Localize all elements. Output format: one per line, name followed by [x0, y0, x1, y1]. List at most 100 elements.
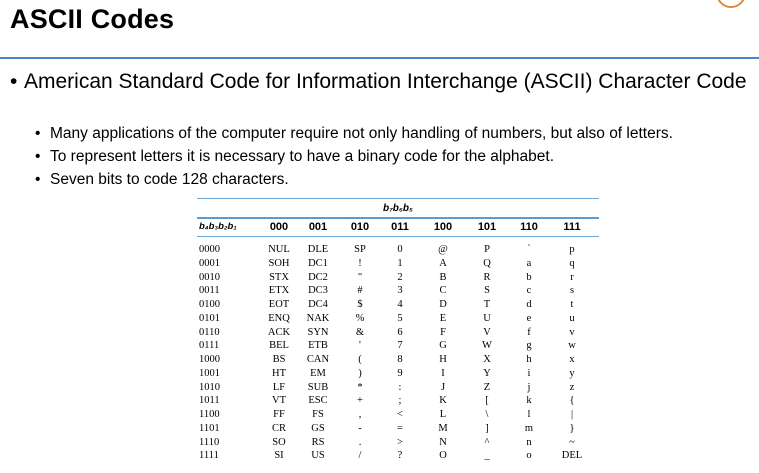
table-cell: '	[359, 340, 361, 352]
table-body-rule	[197, 236, 599, 237]
table-cell: 4	[397, 299, 403, 310]
table-header-rule	[197, 217, 599, 219]
table-cell: 8	[397, 354, 403, 365]
row-code: 0100	[199, 299, 220, 310]
table-cell: A	[439, 257, 447, 269]
table-cell: +	[357, 395, 363, 407]
table-cell: \	[485, 409, 489, 420]
table-cell: C	[439, 285, 447, 297]
table-cell: CR	[271, 422, 286, 434]
table-cell: ETX	[268, 285, 290, 297]
table-cell: VT	[272, 395, 286, 407]
table-cell: 0	[397, 244, 403, 255]
table-cell: _	[484, 450, 490, 462]
table-cell: o	[526, 450, 532, 462]
table-cell: g	[526, 340, 532, 352]
table-cell: f	[527, 326, 531, 338]
table-cell: M	[438, 422, 448, 434]
table-cell: p	[569, 244, 575, 255]
table-cell: >	[397, 436, 403, 448]
table-cell: ]	[485, 422, 489, 434]
table-cell: 5	[397, 312, 403, 324]
column-header: 111	[563, 221, 581, 233]
column-header: 100	[433, 221, 453, 233]
table-cell: /	[358, 450, 362, 462]
column-header: 000	[269, 221, 289, 233]
table-cell: DC2	[308, 271, 328, 283]
row-code: 1001	[199, 367, 220, 379]
table-cell: J	[440, 381, 446, 393]
table-cell: }	[569, 422, 575, 434]
table-cell: c	[526, 285, 532, 297]
page-title: ASCII Codes	[10, 4, 175, 34]
table-cell: t	[570, 299, 574, 310]
table-cell: {	[569, 395, 575, 407]
table-cell: ,	[358, 409, 362, 420]
table-cell: ENQ	[268, 312, 290, 324]
table-cell: NAK	[306, 312, 330, 324]
table-cell: $	[357, 299, 363, 310]
table-cell: a	[526, 257, 532, 269]
table-cell: DLE	[307, 244, 329, 255]
table-cell: S	[484, 285, 490, 297]
table-cell: SOH	[268, 257, 290, 269]
table-cell: F	[440, 326, 446, 338]
table-cell: ;	[398, 395, 402, 407]
table-cell: 9	[397, 367, 403, 379]
table-cell: x	[569, 354, 575, 365]
row-code: 1111	[199, 450, 219, 462]
sub-bullet-text: To represent letters it is necessary to …	[50, 148, 555, 165]
table-cell: ?	[397, 450, 403, 462]
table-cell: k	[526, 395, 532, 407]
table-cell: 1	[397, 257, 403, 269]
ascii-table: b₇b₆b₅ b₄b₃b₂b₁ 000 001 010 011 100 101 110 111…	[197, 196, 599, 471]
bullet-main: • American Standard Code for Information…	[10, 70, 755, 94]
table-cell: HT	[272, 367, 286, 379]
table-cell: CAN	[306, 354, 330, 365]
table-cell: v	[569, 326, 575, 338]
row-code: 1011	[199, 395, 220, 407]
table-cell: )	[358, 367, 362, 379]
sub-bullet-text: Many applications of the computer requir…	[50, 125, 673, 142]
column-header: 010	[350, 221, 370, 233]
table-cell: Z	[483, 381, 491, 393]
table-cell: NUL	[268, 244, 290, 255]
table-cell: RS	[311, 436, 325, 448]
table-cell: SUB	[307, 381, 329, 393]
table-cell: :	[398, 381, 402, 393]
table-cell: T	[483, 299, 491, 310]
table-cell: @	[438, 244, 448, 255]
table-cell: X	[483, 354, 491, 365]
table-cell: w	[568, 340, 576, 352]
table-cell: BS	[272, 354, 286, 365]
table-cell: R	[483, 271, 491, 283]
table-cell: GS	[311, 422, 325, 434]
table-cell: US	[311, 450, 325, 462]
table-cell: DEL	[561, 450, 583, 462]
column-header: 101	[477, 221, 497, 233]
row-code: 0010	[199, 271, 220, 283]
table-cell: LF	[272, 381, 286, 393]
row-code: 0000	[199, 244, 220, 255]
row-code: 1110	[199, 436, 220, 448]
bullet-dot: •	[35, 125, 41, 142]
table-cell: [	[485, 395, 489, 407]
table-cell: u	[569, 312, 575, 324]
table-cell: s	[569, 285, 575, 297]
table-cell: EOT	[268, 299, 290, 310]
table-cell: FS	[312, 409, 324, 420]
row-code: 1010	[199, 381, 220, 393]
table-cell: DC3	[308, 285, 328, 297]
table-cell: d	[526, 299, 532, 310]
table-cell: *	[357, 381, 363, 393]
sub-bullet-2: • To represent letters it is necessary t…	[35, 148, 554, 166]
table-cell: N	[439, 436, 447, 448]
table-cell: y	[569, 367, 575, 379]
sub-bullet-text: Seven bits to code 128 characters.	[50, 171, 289, 188]
bullet-dot: •	[35, 171, 41, 188]
table-cell: Q	[483, 257, 491, 269]
table-cell: =	[397, 422, 403, 434]
sub-bullet-1: • Many applications of the computer requ…	[35, 125, 673, 143]
sub-bullet-3: • Seven bits to code 128 characters.	[35, 171, 289, 189]
bullet-dot: •	[10, 70, 18, 93]
